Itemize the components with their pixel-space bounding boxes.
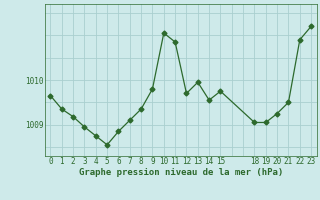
- X-axis label: Graphe pression niveau de la mer (hPa): Graphe pression niveau de la mer (hPa): [79, 168, 283, 177]
